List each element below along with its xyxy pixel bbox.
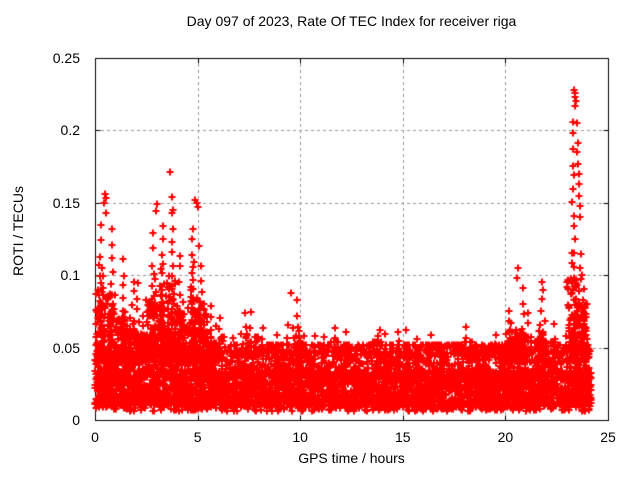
y-tick-label: 0.15 — [52, 194, 80, 211]
chart-title: Day 097 of 2023, Rate Of TEC Index for r… — [186, 13, 517, 29]
x-tick-label: 15 — [395, 429, 411, 445]
x-tick-label: 20 — [497, 429, 514, 445]
y-axis-label: ROTI / TECUs — [10, 186, 26, 276]
y-tick-label: 0 — [72, 412, 80, 428]
x-axis-label: GPS time / hours — [298, 450, 405, 466]
y-tick-label: 0.25 — [52, 50, 80, 66]
y-tick-label: 0.2 — [60, 122, 80, 139]
y-tick-label: 0.05 — [52, 339, 80, 356]
y-tick-label: 0.1 — [60, 267, 80, 284]
x-tick-label: 25 — [600, 429, 616, 445]
x-tick-label: 5 — [193, 429, 202, 445]
x-tick-label: 10 — [292, 429, 308, 445]
x-tick-label: 0 — [91, 429, 99, 445]
